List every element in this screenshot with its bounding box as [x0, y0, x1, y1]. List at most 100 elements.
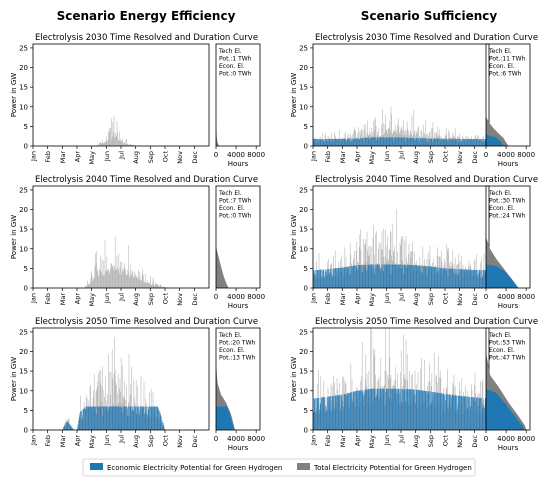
potential-annotation: Tech El. [218, 48, 242, 55]
duration-plot-frame [215, 43, 261, 147]
potential-annotation: Econ. El. [219, 347, 245, 354]
duration-plot-frame [485, 43, 531, 147]
potential-annotation: Tech El. [488, 332, 512, 339]
duration-x-tick-label: 0 [484, 293, 488, 301]
potential-annotation: Econ. El. [219, 205, 245, 212]
month-tick-label: Jul [118, 435, 126, 444]
duration-x-axis-label: Hours [228, 444, 249, 452]
potential-annotation: Pot.:13 TWh [219, 355, 255, 362]
y-tick-label: 20 [299, 348, 308, 356]
y-tick-label: 15 [299, 368, 308, 376]
y-tick-label: 15 [299, 84, 308, 92]
y-tick-label: 15 [299, 226, 308, 234]
duration-curve-economic [486, 264, 530, 288]
month-tick-label: Jun [103, 151, 111, 162]
y-tick-label: 5 [304, 407, 308, 415]
month-tick-label: Feb [44, 293, 52, 305]
panel-title: Electrolysis 2050 Time Resolved and Dura… [315, 317, 538, 327]
duration-curve-total [216, 120, 260, 146]
y-tick-label: 20 [299, 64, 308, 72]
time-series-bars [96, 115, 136, 146]
month-tick-label: Oct [442, 293, 450, 305]
month-tick-label: Jan [30, 151, 38, 162]
time-series-bars [313, 328, 489, 430]
y-tick-label: 10 [299, 387, 308, 395]
potential-annotation: Pot.:6 TWh [489, 71, 522, 78]
y-axis-label: Power in GW [10, 357, 18, 401]
month-tick-label: May [88, 293, 96, 307]
potential-annotation: Tech El. [488, 48, 512, 55]
legend-label-total: Total Electricity Potential for Green Hy… [313, 464, 472, 472]
y-tick-label: 5 [24, 265, 28, 273]
duration-x-tick-label: 8000 [247, 151, 265, 159]
duration-x-tick-label: 0 [214, 151, 218, 159]
chart-panel-2030-energy-efficiency: Electrolysis 2030 Time Resolved and Dura… [10, 33, 265, 168]
chart-panel-2050-energy-efficiency: Electrolysis 2050 Time Resolved and Dura… [10, 317, 265, 452]
y-tick-label: 0 [304, 285, 308, 293]
y-tick-label: 5 [24, 123, 28, 131]
potential-annotation: Pot.:11 TWh [489, 56, 525, 63]
panel-title: Electrolysis 2040 Time Resolved and Dura… [315, 175, 538, 185]
month-tick-label: May [368, 435, 376, 449]
duration-curve-total [216, 246, 260, 288]
potential-annotation: Pot.:0 TWh [219, 71, 252, 78]
panel-title: Electrolysis 2040 Time Resolved and Dura… [35, 175, 258, 185]
month-tick-label: Dec [471, 293, 479, 306]
month-tick-label: Dec [471, 435, 479, 448]
month-tick-label: Apr [74, 435, 82, 447]
chart-panel-2040-sufficiency: Electrolysis 2040 Time Resolved and Dura… [290, 175, 538, 310]
potential-annotation: Tech El. [218, 332, 242, 339]
month-tick-label: May [368, 293, 376, 307]
legend-label-economic: Economic Electricity Potential for Green… [107, 464, 282, 472]
duration-x-tick-label: 4000 [227, 293, 245, 301]
month-tick-label: Sep [147, 151, 155, 163]
column-title-sufficiency: Scenario Sufficiency [361, 9, 498, 23]
y-tick-label: 15 [19, 226, 28, 234]
month-tick-label: May [88, 151, 96, 165]
month-tick-label: Oct [162, 293, 170, 305]
duration-x-tick-label: 8000 [517, 151, 535, 159]
month-tick-label: Aug [412, 435, 420, 448]
month-tick-label: Dec [191, 151, 199, 164]
potential-annotation: Pot.:1 TWh [219, 56, 252, 63]
duration-plot-frame [215, 185, 261, 289]
duration-plot-frame [485, 327, 531, 431]
chart-panels: Electrolysis 2030 Time Resolved and Dura… [10, 33, 538, 452]
month-tick-label: Apr [74, 151, 82, 163]
month-tick-label: Jul [118, 293, 126, 302]
y-axis-label: Power in GW [290, 73, 298, 117]
month-tick-label: Mar [339, 293, 347, 306]
y-axis-label: Power in GW [10, 73, 18, 117]
month-tick-label: Jun [383, 293, 391, 304]
potential-annotation: Econ. El. [489, 347, 515, 354]
month-tick-label: Feb [324, 151, 332, 163]
month-tick-label: Dec [191, 435, 199, 448]
main-plot-frame [32, 43, 210, 147]
month-tick-label: Jul [398, 293, 406, 302]
potential-annotation: Econ. El. [219, 63, 245, 70]
panel-title: Electrolysis 2030 Time Resolved and Dura… [315, 33, 538, 43]
y-tick-label: 5 [24, 407, 28, 415]
month-tick-label: Sep [147, 293, 155, 305]
month-tick-label: May [88, 435, 96, 449]
time-series-bars [313, 106, 489, 146]
y-tick-label: 10 [299, 103, 308, 111]
duration-x-tick-label: 4000 [227, 435, 245, 443]
duration-x-axis-label: Hours [228, 160, 249, 168]
month-tick-label: Oct [442, 435, 450, 447]
potential-annotation: Econ. El. [489, 63, 515, 70]
legend-frame [82, 458, 476, 477]
y-axis-label: Power in GW [290, 215, 298, 259]
duration-x-tick-label: 4000 [497, 435, 515, 443]
month-tick-label: Feb [44, 151, 52, 163]
month-tick-label: Aug [412, 151, 420, 164]
y-tick-label: 10 [19, 103, 28, 111]
duration-x-tick-label: 8000 [517, 435, 535, 443]
month-tick-label: Nov [456, 293, 464, 306]
duration-x-tick-label: 8000 [517, 293, 535, 301]
month-tick-label: Feb [324, 293, 332, 305]
duration-x-tick-label: 0 [214, 293, 218, 301]
month-tick-label: Aug [132, 435, 140, 448]
potential-annotation: Pot.:20 TWh [219, 340, 255, 347]
